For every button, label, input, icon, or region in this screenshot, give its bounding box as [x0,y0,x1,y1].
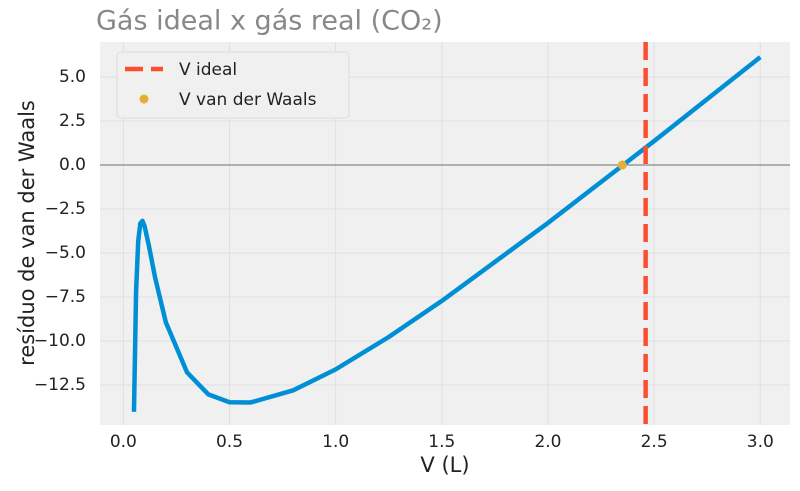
y-tick-label: 2.5 [59,111,86,131]
legend-label: V van der Waals [179,90,317,110]
y-tick-label: 5.0 [59,67,86,87]
y-tick-label: 0.0 [59,155,86,175]
x-tick-label: 2.0 [534,432,561,452]
x-tick-label: 2.5 [641,432,668,452]
y-tick-label: −7.5 [45,287,86,307]
x-tick-label: 0.0 [110,432,137,452]
vdw-point [617,160,627,170]
x-tick-label: 1.0 [322,432,349,452]
residual-line [131,55,762,412]
legend-box [116,51,350,119]
chart-title: Gás ideal x gás real (CO₂) [96,6,443,37]
x-tick-label: 1.5 [428,432,455,452]
x-tick-label: 0.5 [216,432,243,452]
legend-label: V ideal [179,60,237,80]
x-tick-label: 3.0 [747,432,774,452]
legend-swatch [139,94,149,104]
y-tick-label: −2.5 [45,199,86,219]
x-axis-label: V (L) [420,453,469,477]
y-axis-label: resíduo de van der Waals [15,100,39,366]
y-tick-label: −5.0 [45,243,86,263]
y-tick-label: −12.5 [34,375,86,395]
y-tick-label: −10.0 [34,331,86,351]
